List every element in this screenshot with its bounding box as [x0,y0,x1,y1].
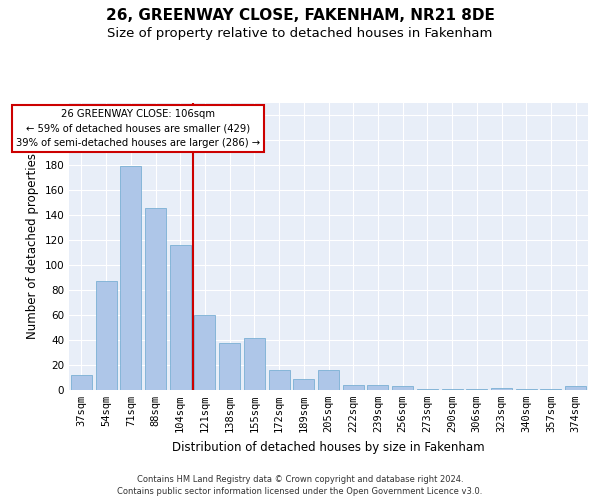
Bar [541,389,562,390]
Bar [145,208,166,390]
Bar [565,386,586,390]
Bar [269,370,290,390]
Bar [120,166,141,390]
Bar [442,389,463,390]
Bar [318,370,339,390]
Bar [170,245,191,390]
Bar [491,388,512,390]
Y-axis label: Number of detached properties: Number of detached properties [26,153,39,340]
Bar [219,342,240,390]
Text: 26, GREENWAY CLOSE, FAKENHAM, NR21 8DE: 26, GREENWAY CLOSE, FAKENHAM, NR21 8DE [106,8,494,22]
Bar [71,375,92,390]
Bar [367,385,388,390]
Bar [244,338,265,390]
Bar [194,315,215,390]
Bar [95,281,116,390]
Bar [516,389,537,390]
Text: Size of property relative to detached houses in Fakenham: Size of property relative to detached ho… [107,28,493,40]
Bar [293,379,314,390]
Text: 26 GREENWAY CLOSE: 106sqm
← 59% of detached houses are smaller (429)
39% of semi: 26 GREENWAY CLOSE: 106sqm ← 59% of detac… [16,109,260,148]
X-axis label: Distribution of detached houses by size in Fakenham: Distribution of detached houses by size … [172,440,485,454]
Bar [392,386,413,390]
Bar [466,389,487,390]
Text: Contains HM Land Registry data © Crown copyright and database right 2024.
Contai: Contains HM Land Registry data © Crown c… [118,474,482,496]
Bar [417,389,438,390]
Bar [343,385,364,390]
